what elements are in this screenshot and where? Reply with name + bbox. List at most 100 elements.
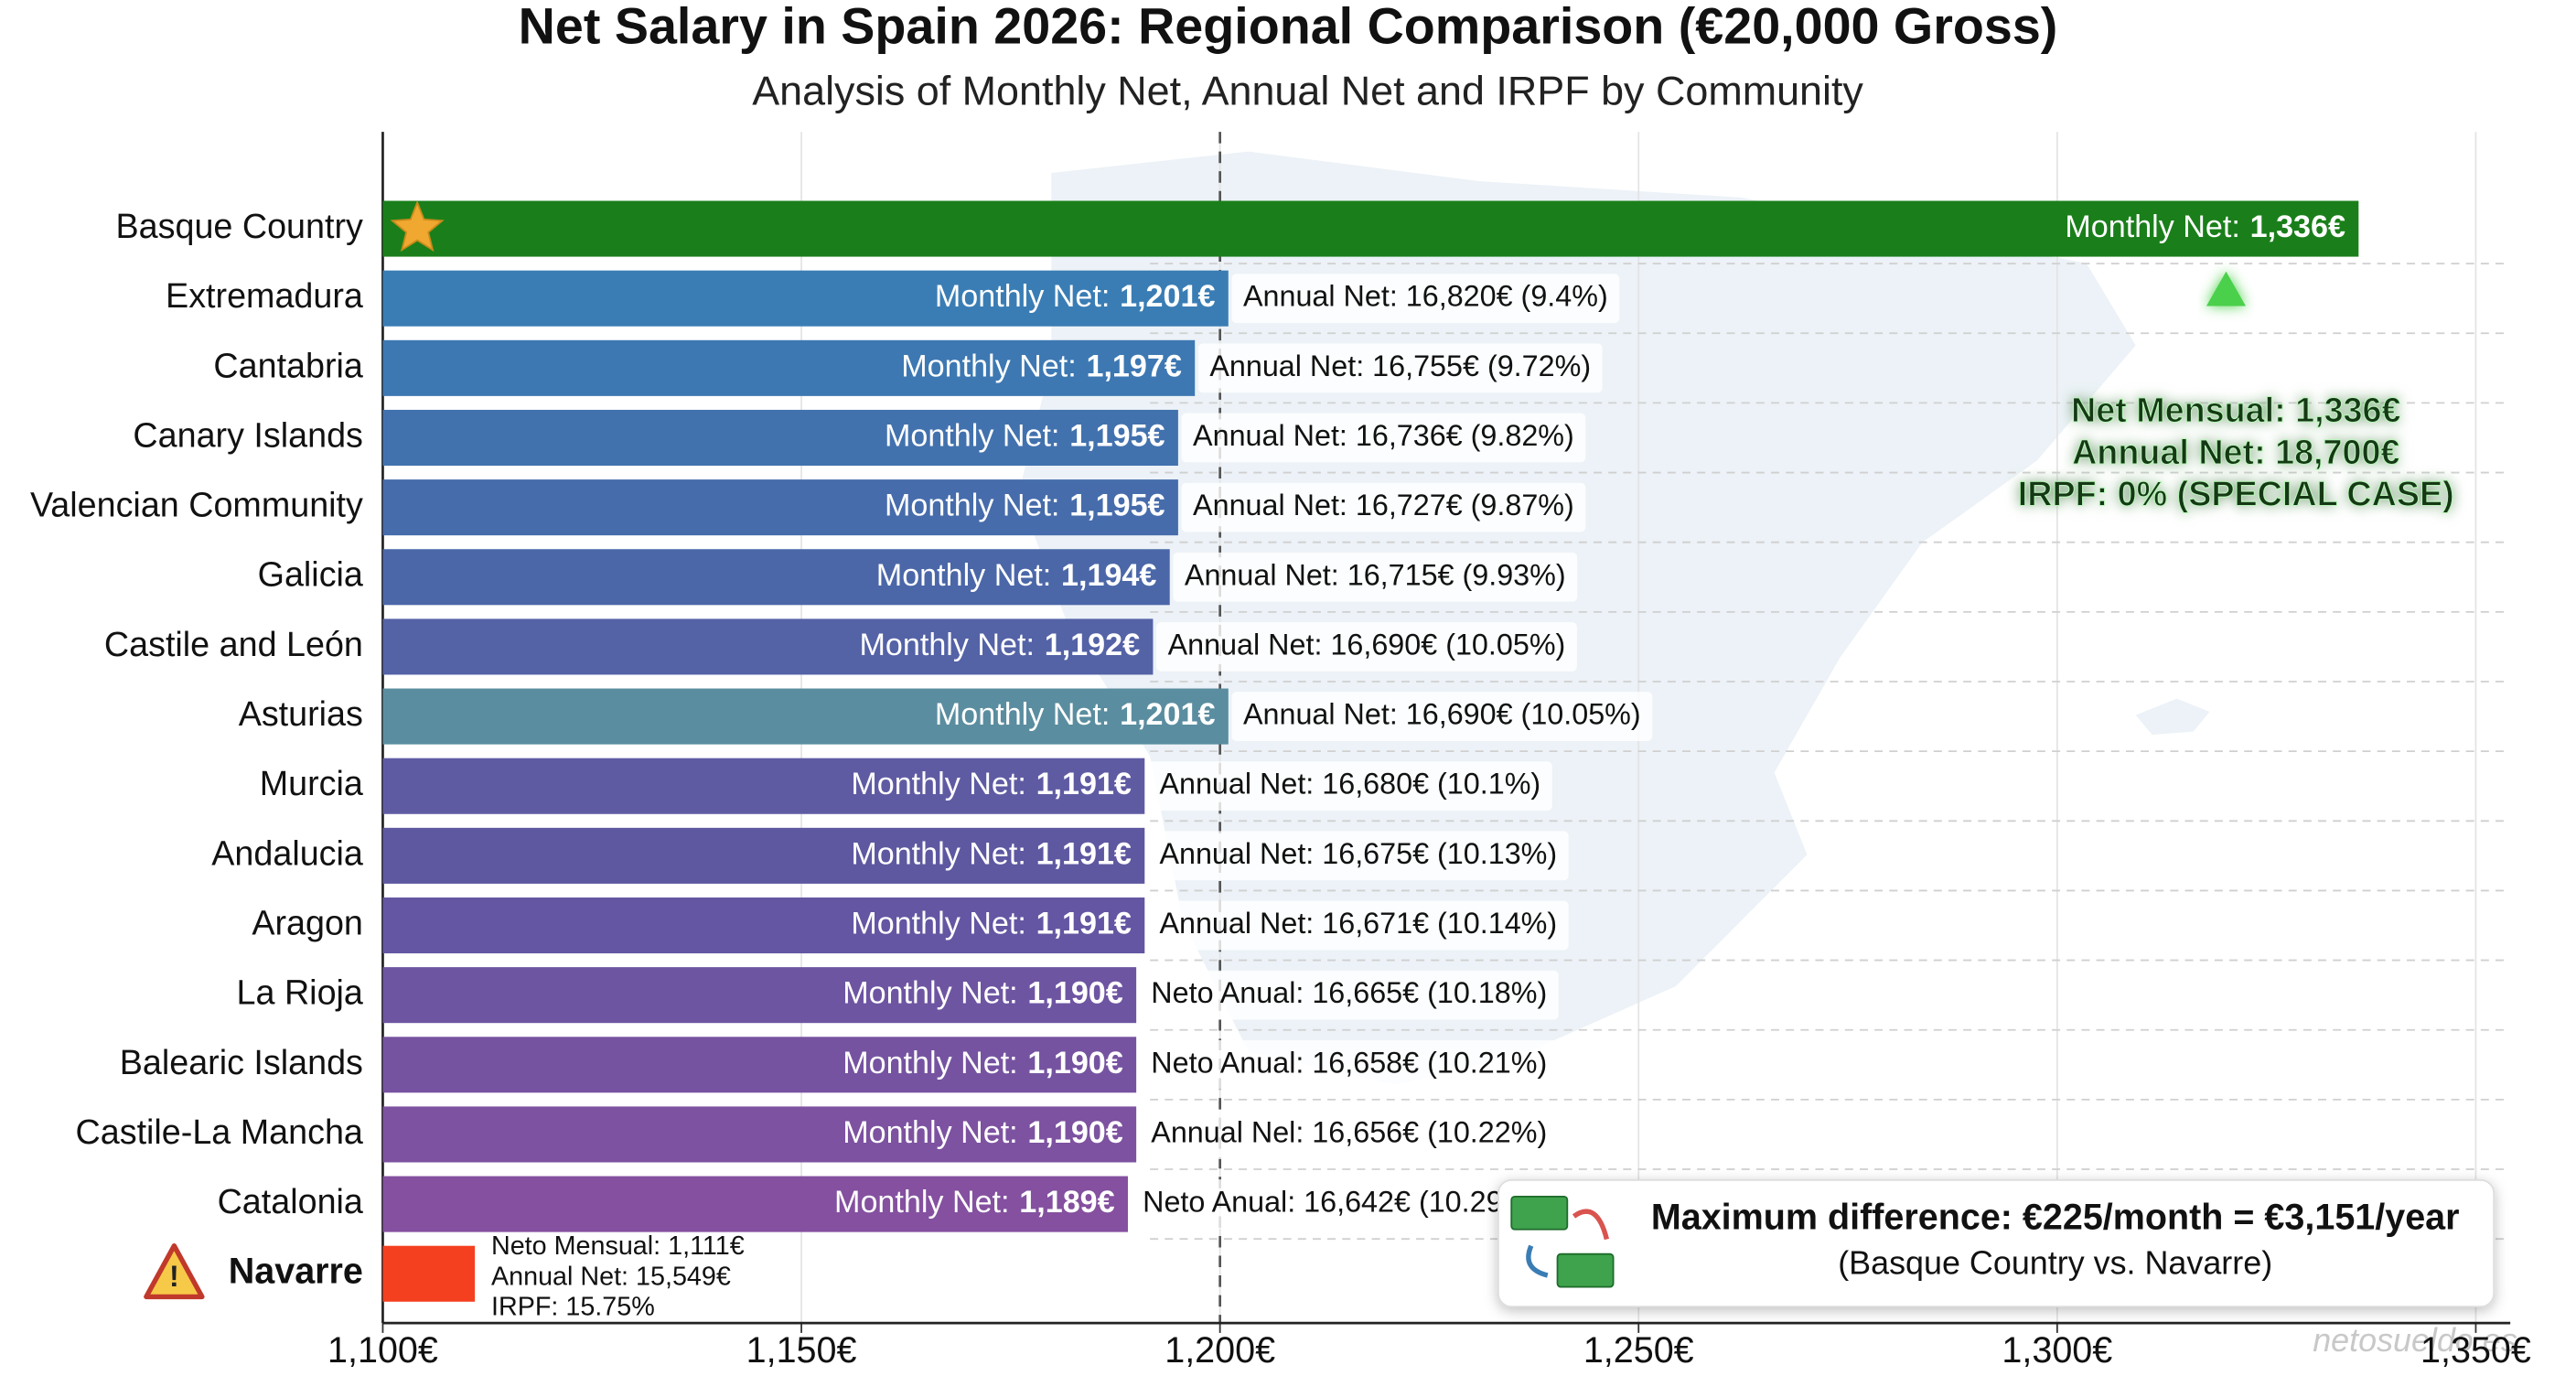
annual-label-bg [1181, 413, 1586, 463]
bar [382, 897, 1145, 954]
y-tick-label: Galicia [258, 555, 363, 594]
chart-subtitle: Analysis of Monthly Net, Annual Net and … [752, 68, 1863, 114]
annual-label: Annual Net: 16,690€ (10.05%) [1243, 698, 1641, 731]
value-label-number: 1,192€ [1045, 628, 1140, 662]
value-label-number: 1,197€ [1086, 349, 1181, 383]
bar [382, 339, 1196, 396]
y-tick-label: Castile-La Mancha [76, 1113, 363, 1151]
value-label: Monthly Net: 1,201€ [935, 697, 1216, 732]
value-label: Monthly Net: 1,190€ [843, 1046, 1123, 1080]
y-tick-label: Navarre [229, 1252, 363, 1292]
value-label: Monthly Net: 1,191€ [851, 836, 1132, 871]
annual-label-bg [1139, 970, 1559, 1020]
annual-label-bg [1181, 482, 1586, 532]
y-tick-label: Balearic Islands [120, 1043, 363, 1081]
value-label-number: 1,190€ [1027, 1046, 1122, 1080]
annual-label-bg [1156, 621, 1577, 672]
callout-arrow-head [2206, 271, 2247, 306]
annual-label: Annual Net: 16,820€ (9.4%) [1243, 280, 1608, 313]
value-label-prefix: Monthly Net: [851, 767, 1025, 801]
navarre-note: IRPF: 15.75% [491, 1293, 655, 1322]
chart-title: Net Salary in Spain 2026: Regional Compa… [519, 0, 2058, 54]
value-label-prefix: Monthly Net: [851, 907, 1025, 941]
annual-label-group: Annual Net: 16,690€ (10.05%) [1231, 692, 1653, 742]
y-tick-label: La Rioja [237, 973, 363, 1012]
value-label-number: 1,195€ [1069, 489, 1165, 523]
value-label: Monthly Net: 1,195€ [885, 418, 1165, 453]
annual-label: Annual Net: 16,727€ (9.87%) [1193, 489, 1574, 521]
annual-label: Annual Net: 16,680€ (10.1%) [1159, 768, 1540, 801]
annual-label-bg [1139, 1110, 1559, 1159]
bar [382, 758, 1145, 814]
x-tick-label: 1,350€ [2420, 1330, 2531, 1371]
money-icon [1510, 1195, 1569, 1231]
annual-label: Annual Net: 16,671€ (10.14%) [1159, 907, 1557, 940]
y-tick-label: Castile and León [104, 625, 363, 663]
money-icon [1556, 1252, 1615, 1288]
annual-label-bg [1139, 1039, 1559, 1090]
watermark: netosueldo.es [2313, 1321, 2517, 1359]
value-label-prefix: Monthly Net: [859, 628, 1034, 662]
x-tick-label: 1,200€ [1165, 1330, 1275, 1371]
callout-text: Net Mensual: 1,336€ [2071, 391, 2400, 429]
y-tick-label: Murcia [260, 764, 363, 802]
annual-label: Annual Net: 16,736€ (9.82%) [1193, 419, 1574, 452]
swap-arrow [1572, 1209, 1610, 1241]
value-label: Monthly Net: 1,191€ [851, 767, 1132, 801]
annual-label-bg [1197, 343, 1603, 393]
callout-text: IRPF: 0% (SPECIAL CASE) [2018, 475, 2454, 513]
value-label-prefix: Monthly Net: [885, 489, 1059, 523]
map-island [2135, 698, 2210, 736]
value-label-number: 1,190€ [1027, 1115, 1122, 1150]
bar [382, 1245, 476, 1302]
bar [382, 479, 1178, 536]
y-tick-label: Asturias [239, 694, 363, 733]
difference-subtitle: (Basque Country vs. Navarre) [1838, 1244, 2272, 1282]
value-label-prefix: Monthly Net: [935, 279, 1110, 314]
annual-label-bg [1231, 692, 1653, 742]
value-label-number: 1,190€ [1027, 976, 1122, 1011]
annual-label-group: Annual Nel: 16,656€ (10.22%) [1139, 1110, 1559, 1159]
annual-label-group: Annual Net: 16,671€ (10.14%) [1147, 900, 1569, 951]
y-tick-label: Aragon [252, 903, 363, 941]
annual-label: Neto Anual: 16,658€ (10.21%) [1151, 1046, 1547, 1079]
annual-label: Annual Net: 16,690€ (10.05%) [1168, 628, 1566, 661]
y-tick-label: Catalonia [218, 1182, 363, 1220]
bar [382, 1106, 1137, 1163]
value-label: Monthly Net: 1,192€ [859, 628, 1140, 662]
annual-label: Neto Anual: 16,642€ (10.29%) [1143, 1186, 1539, 1219]
difference-title: Maximum difference: €225/month = €3,151/… [1651, 1197, 2460, 1237]
value-label-number: 1,194€ [1061, 558, 1156, 593]
y-tick-label: Extremadura [166, 276, 363, 315]
annual-label-group: Annual Net: 16,680€ (10.1%) [1147, 761, 1552, 812]
warning-mark: ! [169, 1260, 179, 1293]
bar [382, 688, 1229, 745]
value-label-prefix: Monthly Net: [885, 418, 1059, 453]
navarre-note: Annual Net: 15,549€ [491, 1262, 731, 1291]
annual-label-bg [1147, 831, 1569, 881]
annual-label-group: Neto Anual: 16,658€ (10.21%) [1139, 1039, 1559, 1090]
value-label: Monthly Net: 1,190€ [843, 1115, 1123, 1150]
x-tick-label: 1,300€ [2002, 1330, 2112, 1371]
annual-label-group: Annual Net: 16,820€ (9.4%) [1231, 274, 1620, 324]
bar [382, 1037, 1137, 1093]
annual-label-bg [1147, 900, 1569, 951]
x-tick-label: 1,250€ [1583, 1330, 1694, 1371]
y-tick-label: Canary Islands [133, 415, 362, 454]
annual-label: Neto Anual: 16,665€ (10.18%) [1151, 976, 1547, 1009]
value-label-number: 1,189€ [1019, 1185, 1114, 1220]
bar [382, 549, 1170, 606]
value-label: Monthly Net: 1,189€ [834, 1185, 1115, 1220]
annual-label-group: Annual Net: 16,715€ (9.93%) [1173, 552, 1578, 602]
value-label-number: 1,201€ [1120, 697, 1215, 732]
annual-label: Annual Net: 16,715€ (9.93%) [1185, 558, 1566, 591]
annual-label-group: Annual Net: 16,675€ (10.13%) [1147, 831, 1569, 881]
annual-label: Annual Nel: 16,656€ (10.22%) [1151, 1115, 1547, 1148]
annual-label-group: Neto Anual: 16,665€ (10.18%) [1139, 970, 1559, 1020]
value-label-number: 1,201€ [1120, 279, 1215, 314]
bar [382, 270, 1229, 327]
value-label-number: 1,336€ [2250, 210, 2345, 244]
value-label-prefix: Monthly Net: [851, 836, 1025, 871]
value-label-number: 1,195€ [1069, 418, 1165, 453]
